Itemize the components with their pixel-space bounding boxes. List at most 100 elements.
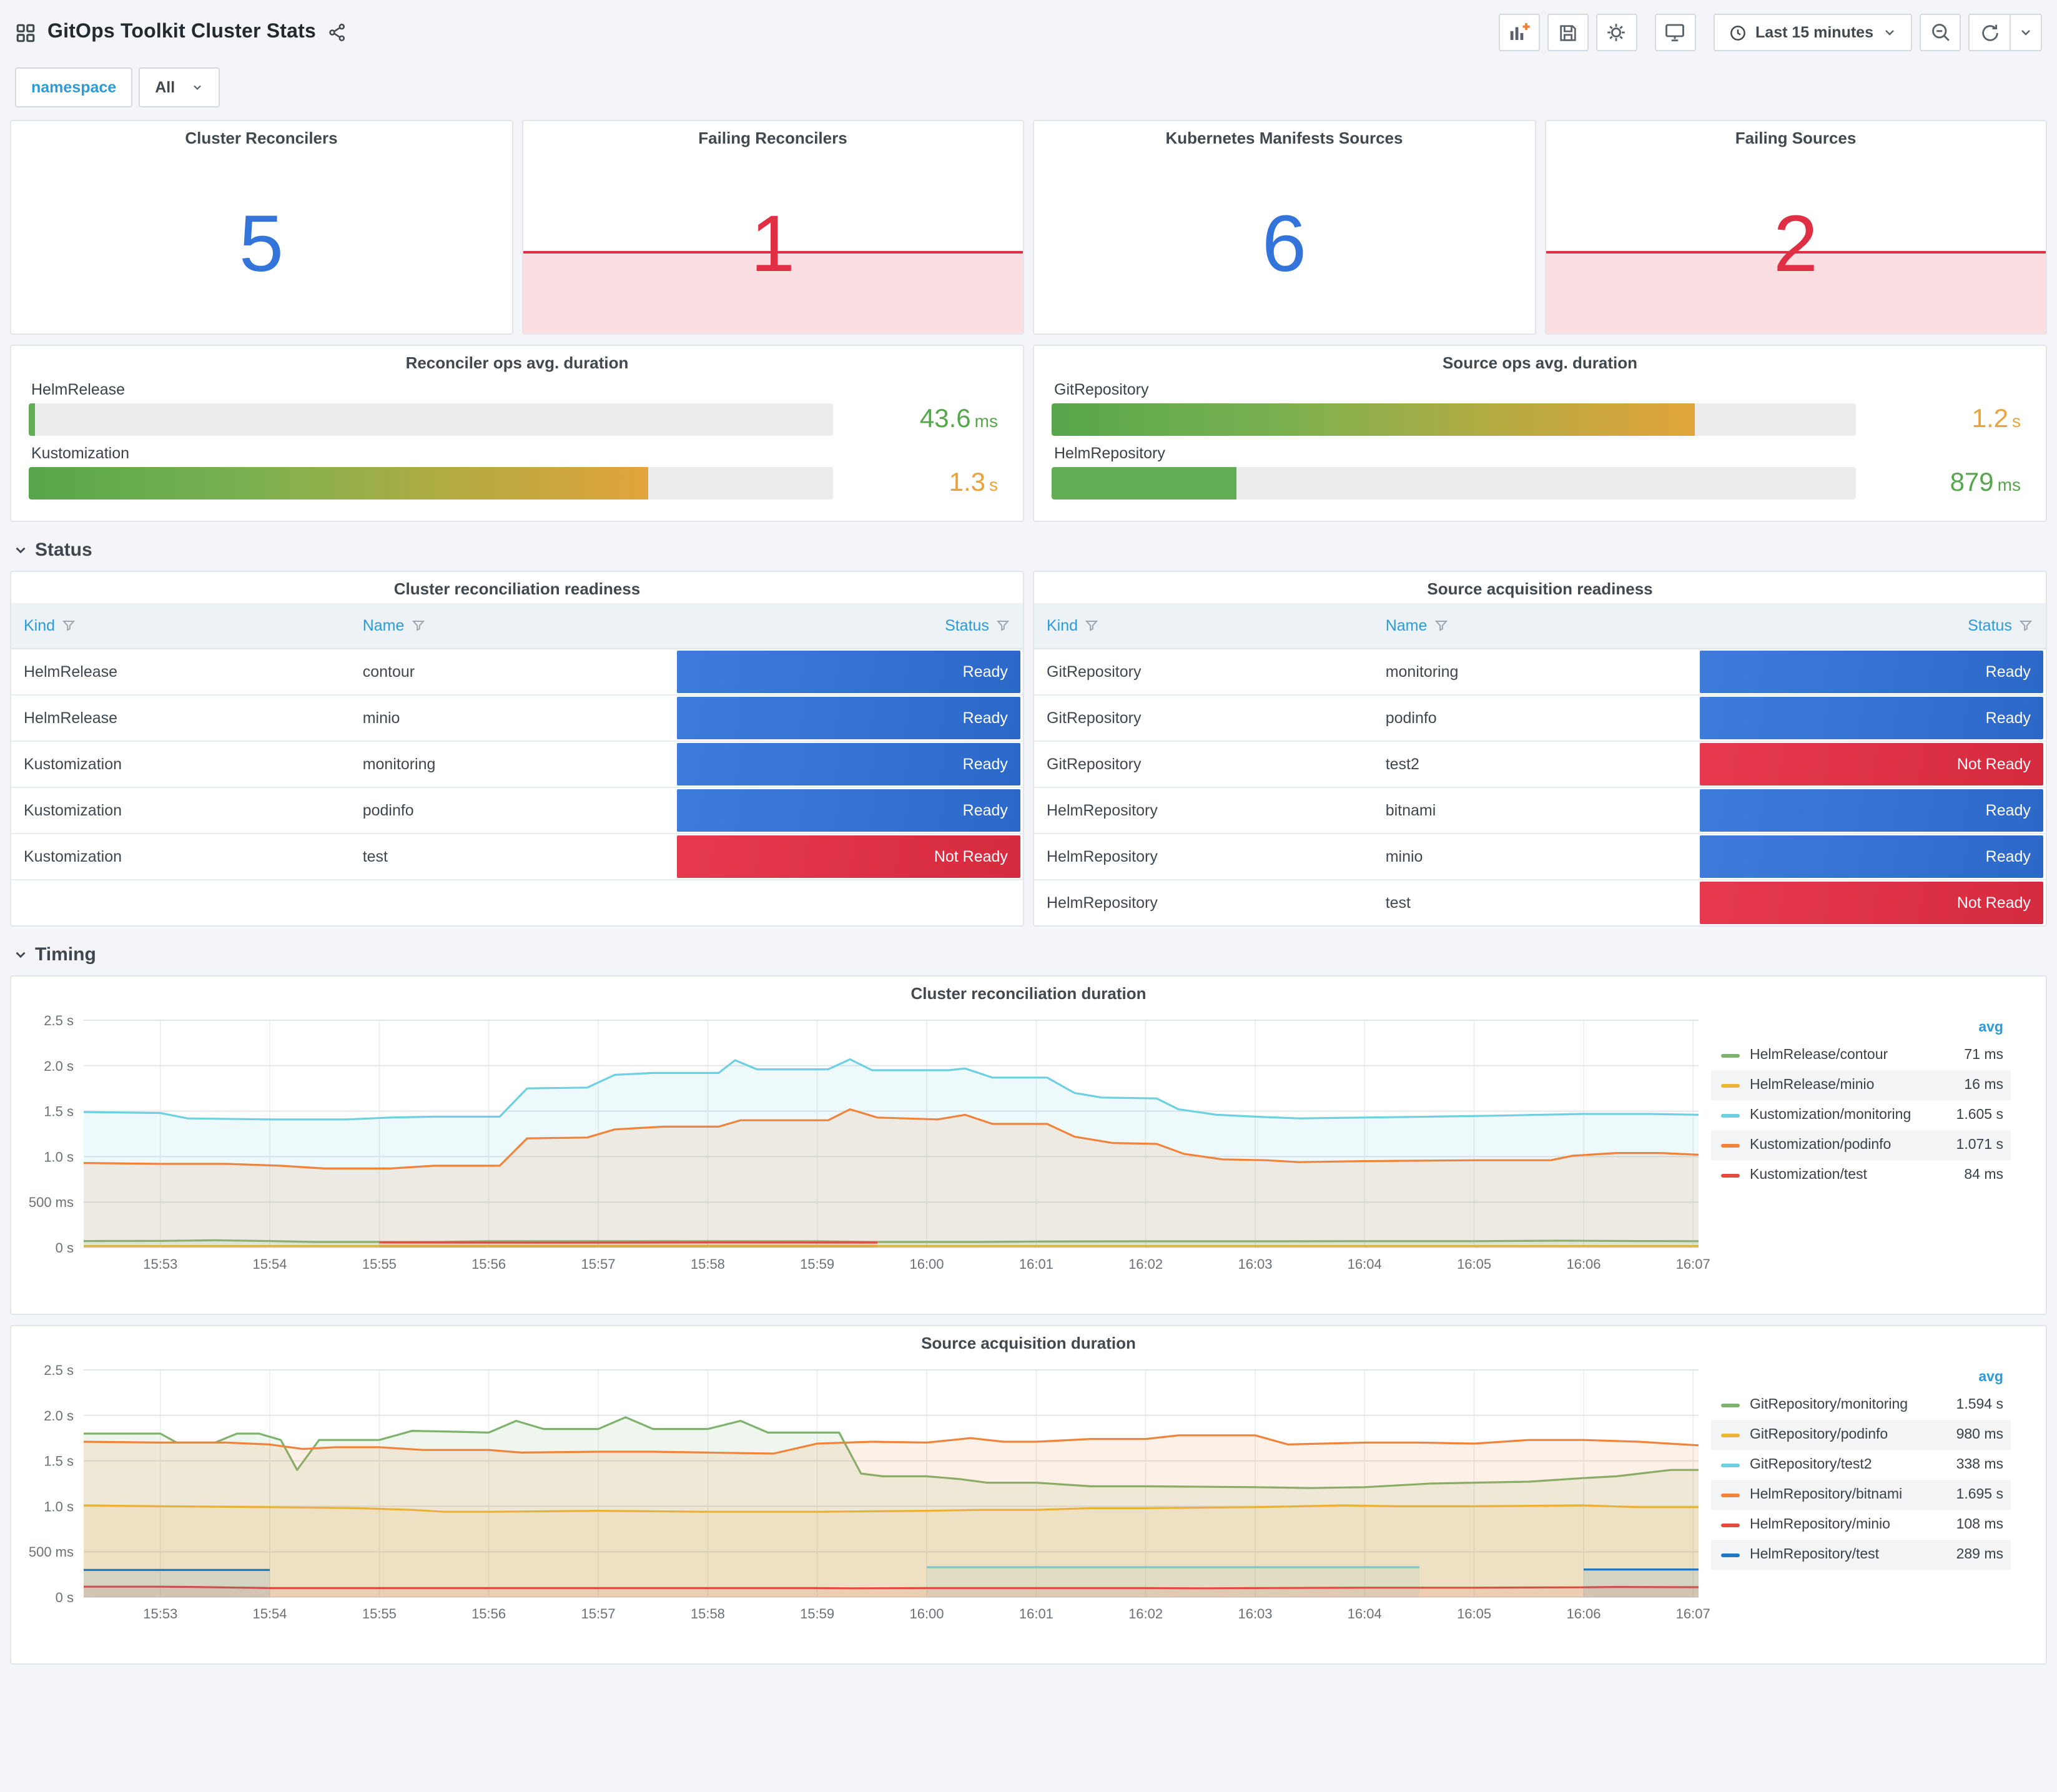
variable-namespace-value[interactable]: All	[139, 67, 220, 107]
stat-panel-failing-sources: Failing Sources 2	[1544, 120, 2047, 335]
panel-title[interactable]: Kubernetes Manifests Sources	[1165, 129, 1403, 147]
kiosk-mode-button[interactable]	[1654, 14, 1696, 51]
legend-item[interactable]: Kustomization/test 84 ms	[1711, 1160, 2011, 1190]
refresh-button[interactable]	[1968, 14, 2010, 51]
cell-kind: Kustomization	[24, 756, 122, 773]
svg-text:16:03: 16:03	[1238, 1606, 1272, 1622]
svg-text:15:59: 15:59	[800, 1606, 834, 1622]
series-name: HelmRepository/test	[1750, 1547, 1880, 1562]
zoom-out-button[interactable]	[1920, 14, 1961, 51]
stat-value: 5	[239, 199, 284, 288]
panel-title[interactable]: Source acquisition duration	[921, 1334, 1136, 1352]
stat-value: 6	[1261, 199, 1307, 288]
add-panel-button[interactable]	[1498, 14, 1540, 51]
series-avg-value: 16 ms	[1964, 1078, 2003, 1093]
series-color-swatch	[1721, 1493, 1740, 1497]
section-header-status[interactable]: Status	[12, 539, 2045, 561]
gauge-track	[1052, 403, 1856, 436]
panel-title[interactable]: Source acquisition readiness	[1427, 579, 1653, 598]
series-color-swatch	[1721, 1173, 1740, 1177]
legend-item[interactable]: Kustomization/podinfo 1.071 s	[1711, 1130, 2011, 1160]
legend-item[interactable]: GitRepository/test2 338 ms	[1711, 1450, 2011, 1480]
gauge-label: GitRepository	[1054, 381, 1149, 398]
panel-title[interactable]: Cluster reconciliation readiness	[393, 579, 641, 598]
panel-title[interactable]: Cluster reconciliation duration	[910, 984, 1147, 1003]
column-header-kind[interactable]: Kind	[11, 603, 350, 648]
panel-title[interactable]: Source ops avg. duration	[1442, 353, 1638, 372]
svg-text:1.5 s: 1.5 s	[44, 1104, 74, 1120]
time-range-picker[interactable]: Last 15 minutes	[1713, 14, 1912, 51]
chart-panel-source-acquisition: Source acquisition duration 15:53 15:54 15…	[10, 1325, 2047, 1665]
svg-text:16:06: 16:06	[1566, 1256, 1601, 1272]
save-dashboard-button[interactable]	[1547, 14, 1589, 51]
column-header-status[interactable]: Status	[674, 603, 1023, 648]
threshold-fill	[523, 250, 1023, 333]
gauge-bar	[29, 403, 36, 436]
dashboard-settings-button[interactable]	[1596, 14, 1637, 51]
status-badge: Ready	[1699, 789, 2043, 832]
svg-text:16:00: 16:00	[909, 1256, 944, 1272]
chart-legend: avg GitRepository/monitoring 1.594 s Git…	[1711, 1355, 2023, 1627]
filter-icon	[1434, 621, 1448, 631]
refresh-interval-dropdown[interactable]	[2010, 14, 2042, 51]
threshold-line	[523, 250, 1023, 254]
apps-grid-icon[interactable]	[15, 22, 36, 43]
column-header-name[interactable]: Name	[1373, 603, 1697, 648]
legend-item[interactable]: GitRepository/podinfo 980 ms	[1711, 1420, 2011, 1450]
series-color-swatch	[1721, 1113, 1740, 1117]
section-header-timing[interactable]: Timing	[12, 944, 2045, 965]
variable-namespace-label[interactable]: namespace	[15, 67, 133, 107]
toolbar: Last 15 minutes	[1498, 14, 2042, 51]
gauge-bar	[29, 467, 648, 500]
svg-text:16:05: 16:05	[1457, 1256, 1491, 1272]
series-avg-value: 1.695 s	[1956, 1487, 2003, 1502]
svg-text:1.0 s: 1.0 s	[44, 1499, 74, 1514]
column-header-name[interactable]: Name	[350, 603, 674, 648]
panel-title[interactable]: Failing Reconcilers	[698, 129, 847, 147]
stat-panel-cluster-reconcilers: Cluster Reconcilers 5	[10, 120, 513, 335]
cell-name: podinfo	[362, 802, 414, 819]
table-row: HelmRepository bitnami Ready	[1034, 788, 2046, 834]
panel-title[interactable]: Cluster Reconcilers	[185, 129, 338, 147]
status-badge: Ready	[676, 697, 1020, 739]
svg-text:500 ms: 500 ms	[29, 1544, 74, 1560]
panel-title[interactable]: Reconciler ops avg. duration	[405, 353, 629, 372]
column-header-status[interactable]: Status	[1697, 603, 2046, 648]
panel-title[interactable]: Failing Sources	[1735, 129, 1857, 147]
series-color-swatch	[1721, 1523, 1740, 1527]
series-name: GitRepository/podinfo	[1750, 1427, 1888, 1442]
time-series-plot[interactable]: 15:53 15:54 15:55 15:56 15:57 15:58 15:59 16:00…	[19, 1355, 1711, 1627]
legend-avg-header[interactable]: avg	[1978, 1370, 2003, 1385]
column-header-kind[interactable]: Kind	[1034, 603, 1373, 648]
legend-item[interactable]: HelmRelease/contour 71 ms	[1711, 1040, 2011, 1070]
svg-text:0 s: 0 s	[56, 1590, 74, 1605]
legend-item[interactable]: HelmRepository/minio 108 ms	[1711, 1510, 2011, 1540]
table-row: Kustomization test Not Ready	[11, 834, 1023, 880]
table-row: HelmRepository minio Ready	[1034, 834, 2046, 880]
series-name: Kustomization/podinfo	[1750, 1138, 1892, 1153]
legend-item[interactable]: HelmRepository/test 289 ms	[1711, 1540, 2011, 1570]
time-series-plot[interactable]: 15:53 15:54 15:55 15:56 15:57 15:58 15:59 16:00…	[19, 1005, 1711, 1278]
svg-text:1.5 s: 1.5 s	[44, 1454, 74, 1469]
legend-item[interactable]: Kustomization/monitoring 1.605 s	[1711, 1100, 2011, 1130]
svg-text:16:02: 16:02	[1128, 1256, 1163, 1272]
chevron-down-icon	[1885, 30, 1894, 36]
svg-text:16:00: 16:00	[909, 1606, 944, 1622]
cell-name: test	[1385, 894, 1411, 912]
series-color-swatch	[1721, 1403, 1740, 1407]
legend-item[interactable]: HelmRelease/minio 16 ms	[1711, 1070, 2011, 1100]
table-panel-source-readiness: Source acquisition readiness Kind Name S…	[1033, 571, 2047, 927]
series-color-swatch	[1721, 1083, 1740, 1087]
legend-item[interactable]: GitRepository/monitoring 1.594 s	[1711, 1390, 2011, 1420]
gauge-bar	[1052, 467, 1237, 500]
stat-panel-failing-reconcilers: Failing Reconcilers 1	[521, 120, 1024, 335]
status-badge: Ready	[676, 651, 1020, 693]
tables-row: Cluster reconciliation readiness Kind Na…	[10, 571, 2047, 927]
legend-item[interactable]: HelmRepository/bitnami 1.695 s	[1711, 1480, 2011, 1510]
series-avg-value: 289 ms	[1956, 1547, 2003, 1562]
table-row: GitRepository test2 Not Ready	[1034, 742, 2046, 788]
legend-avg-header[interactable]: avg	[1978, 1020, 2003, 1035]
share-icon[interactable]	[327, 22, 347, 42]
chevron-down-icon	[16, 952, 26, 958]
